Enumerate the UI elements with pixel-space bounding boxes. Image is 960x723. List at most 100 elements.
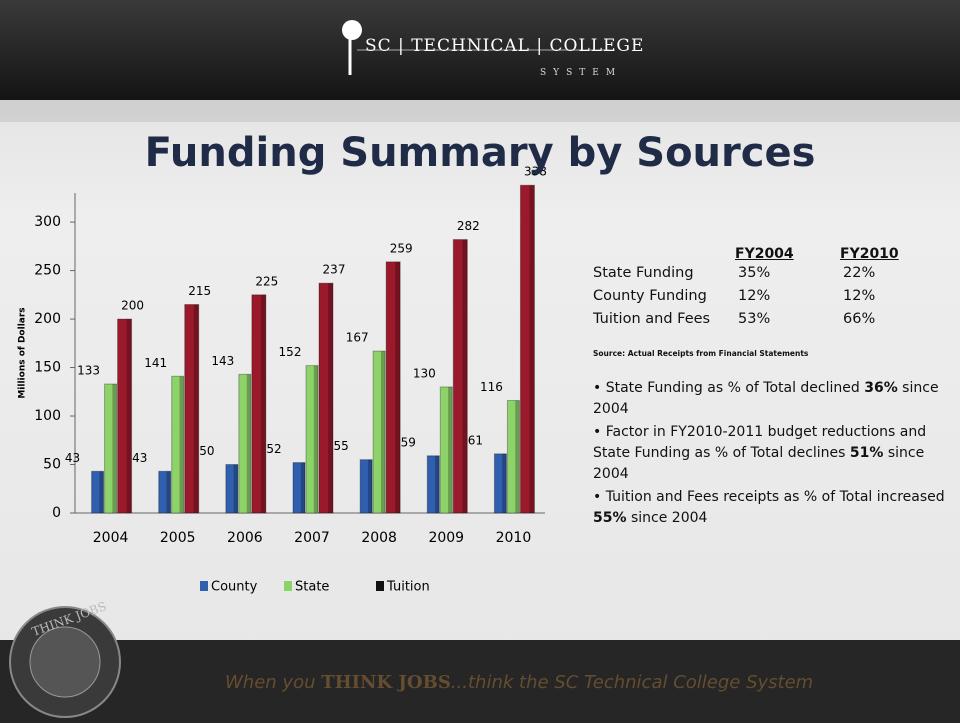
x-tick-label: 2006	[227, 530, 263, 546]
bar	[171, 375, 185, 514]
logo-word: COLLEGE	[549, 36, 645, 56]
bar	[318, 282, 334, 514]
bullet-text: 51%	[849, 445, 884, 461]
y-axis-label: Millions of Dollars	[18, 307, 28, 398]
bar	[225, 464, 239, 514]
data-label: 225	[255, 274, 278, 288]
bar	[439, 386, 453, 514]
bar-shade	[462, 239, 468, 513]
legend-label: State	[295, 580, 329, 595]
legend-label: County	[211, 580, 258, 595]
table-cell: 66%	[843, 311, 876, 327]
bar-shade	[99, 471, 104, 513]
bar	[519, 184, 535, 514]
bar	[506, 400, 520, 514]
data-label: 141	[144, 356, 167, 370]
slide-title: Funding Summary by Sources	[144, 130, 816, 176]
bar-shade	[502, 453, 507, 513]
bar-shade	[380, 351, 386, 513]
bar	[452, 239, 468, 514]
col-header: FY2010	[840, 246, 899, 262]
x-tick-label: 2005	[160, 530, 196, 546]
bar	[426, 455, 440, 514]
table-row: State Funding 35% 22%	[593, 265, 913, 288]
bar-shade	[260, 294, 266, 513]
x-tick-label: 2009	[428, 530, 464, 546]
data-label: 167	[346, 331, 369, 345]
data-label: 215	[188, 284, 211, 298]
bar	[184, 304, 200, 514]
data-label: 133	[77, 364, 100, 378]
bullet-text: Factor in FY2010-2011 budget reductions …	[593, 424, 927, 461]
bullet-text: since 2004	[626, 510, 708, 526]
table-cell: Tuition and Fees	[593, 311, 711, 327]
logo-tree	[342, 20, 362, 40]
table-row: Tuition and Fees 53% 66%	[593, 311, 913, 334]
table-cell: 12%	[738, 288, 771, 304]
bar	[305, 365, 319, 514]
data-label: 200	[121, 299, 144, 313]
data-label: 59	[401, 435, 416, 449]
bar	[91, 470, 105, 514]
y-tick-label: 50	[43, 457, 61, 473]
bullet-text: State Funding as % of Total declined	[605, 380, 865, 396]
bar-shade	[367, 459, 373, 513]
x-tick-label: 2007	[294, 530, 330, 546]
tagline: When you THINK JOBS...think the SC Techn…	[225, 672, 813, 693]
bar	[251, 294, 267, 514]
x-tick-label: 2004	[93, 530, 129, 546]
bar-shade	[246, 374, 251, 513]
y-tick-label: 0	[52, 505, 61, 521]
tagline-text: When you	[225, 672, 322, 693]
logo-sub: SYSTEM	[540, 68, 623, 78]
y-tick-label: 200	[34, 311, 61, 327]
bullet: • Factor in FY2010-2011 budget reduction…	[593, 424, 927, 482]
bar-shade	[112, 384, 117, 513]
y-tick-label: 150	[34, 360, 61, 376]
legend-swatch	[200, 581, 208, 591]
badge-inner	[29, 626, 101, 698]
bar	[493, 453, 507, 514]
bullets: • State Funding as % of Total declined 3…	[593, 378, 953, 531]
table-cell: 53%	[738, 311, 771, 327]
table-cell: 35%	[738, 265, 771, 281]
bar-shade	[233, 464, 238, 513]
legend-swatch	[284, 581, 292, 591]
bullet: • Tuition and Fees receipts as % of Tota…	[593, 489, 945, 526]
data-label: 237	[323, 263, 346, 277]
bar-shade	[529, 185, 535, 513]
logo: SC | TECHNICAL | COLLEGE	[365, 36, 645, 56]
data-label: 43	[65, 451, 80, 465]
bar	[238, 373, 252, 514]
bar-shade	[300, 462, 305, 513]
logo-word: SC	[365, 36, 392, 56]
bar	[158, 470, 172, 514]
col-header: FY2004	[735, 246, 794, 262]
y-tick-label: 250	[34, 263, 61, 279]
data-label: 43	[132, 451, 147, 465]
table-cell: 22%	[843, 265, 876, 281]
tagline-text: ...think the SC Technical College System	[450, 672, 814, 693]
table-cell: 12%	[843, 288, 876, 304]
legend-label: Tuition	[386, 580, 430, 595]
bar-shade	[179, 376, 184, 513]
bullet: • State Funding as % of Total declined 3…	[593, 380, 939, 417]
logo-word: TECHNICAL	[411, 36, 530, 56]
bar-shade	[328, 283, 333, 513]
data-label: 55	[334, 439, 349, 453]
data-label: 143	[211, 354, 234, 368]
x-tick-label: 2008	[361, 530, 397, 546]
bar	[104, 383, 118, 514]
bar-shade	[395, 261, 401, 513]
y-tick-label: 300	[34, 214, 61, 230]
bar-shade	[126, 319, 132, 513]
footer-band	[0, 640, 960, 723]
data-label: 52	[266, 442, 281, 456]
bar	[372, 350, 386, 514]
tagline-brand: THINK JOBS	[321, 672, 451, 693]
bar	[359, 459, 373, 514]
data-label: 282	[457, 219, 480, 233]
bullet-text: 36%	[864, 380, 898, 396]
